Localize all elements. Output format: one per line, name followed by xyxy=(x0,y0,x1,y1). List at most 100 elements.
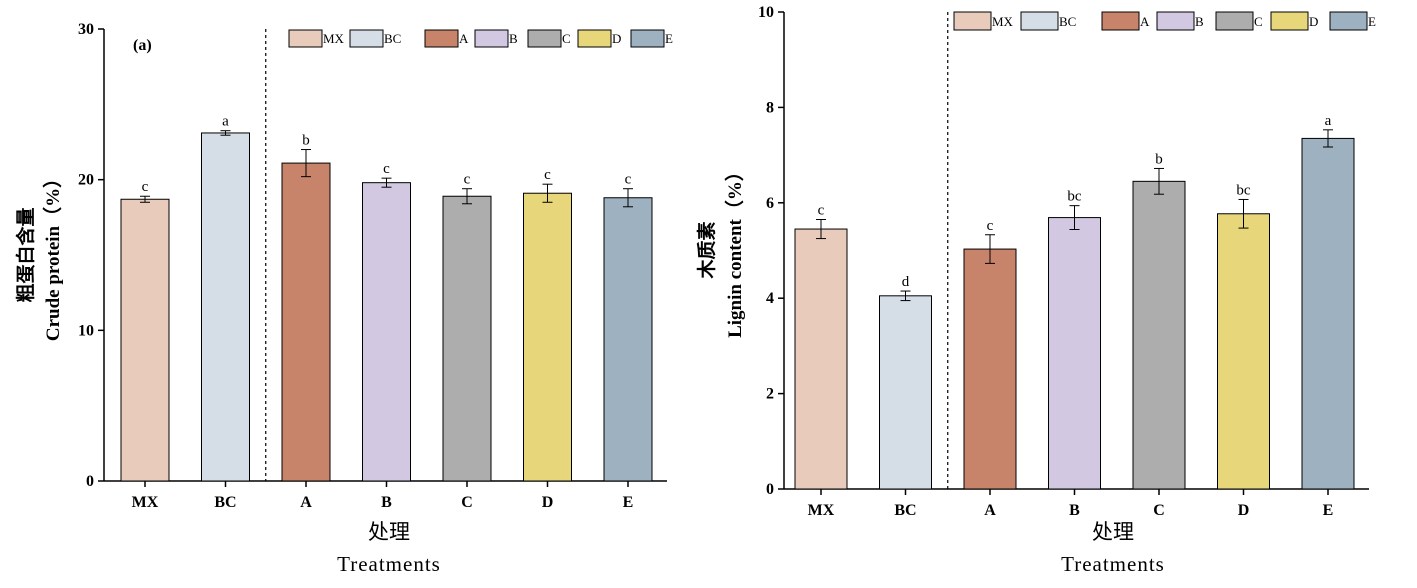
chart-1-bar-group-BC xyxy=(201,130,250,482)
chart-1-x-tick-label-MX: MX xyxy=(132,494,159,511)
chart-1-legend-swatch-D xyxy=(577,29,612,48)
chart-2-significance-label-BC: d xyxy=(902,274,910,290)
chart-2-y-tick-label: 10 xyxy=(758,4,774,21)
chart-1-bar-A xyxy=(281,162,331,482)
chart-1-bar-group-MX xyxy=(120,195,170,482)
chart-2-legend-label-C: C xyxy=(1254,14,1263,29)
chart-1-legend-label-BC: BC xyxy=(384,31,401,46)
chart-1-significance-label-B: c xyxy=(383,161,390,177)
chart-2-bar-MX xyxy=(794,228,848,490)
chart-1-significance-label-BC: a xyxy=(222,114,229,130)
chart-1-bar-D xyxy=(523,192,572,482)
chart-1-legend-swatch-E xyxy=(630,29,665,48)
chart-2-legend-swatch-D xyxy=(1270,11,1309,31)
chart-2-x-tick-label-E: E xyxy=(1323,502,1334,519)
chart-1-bar-E xyxy=(603,197,653,482)
chart-1-panel-label: (a) xyxy=(133,37,152,54)
chart-1-bar-C xyxy=(442,195,492,482)
chart-2-x-tick-label-A: A xyxy=(984,502,996,519)
chart-1-legend-swatch-A xyxy=(424,29,459,48)
chart-1-bar-group-B xyxy=(362,177,411,482)
chart-2-y-axis-label-cn: 木质素 xyxy=(695,221,718,279)
chart-1-bar-group-D xyxy=(523,183,572,482)
chart-2-bar-group-B xyxy=(1048,205,1101,490)
chart-2-y-tick-label: 6 xyxy=(766,195,774,212)
chart-1-y-tick-label: 30 xyxy=(78,21,94,38)
chart-2-significance-label-D: bc xyxy=(1236,182,1251,198)
chart-2-x-tick-label-BC: BC xyxy=(894,502,916,519)
chart-1-x-tick-label-BC: BC xyxy=(214,494,236,511)
chart-1-bar-group-C xyxy=(442,188,492,482)
chart-1-bar-group-A xyxy=(281,149,331,482)
chart-1-legend-label-D: D xyxy=(612,31,621,46)
chart-2-bar-A xyxy=(963,248,1017,490)
chart-1-legend-label-MX: MX xyxy=(323,31,345,46)
chart-1-significance-label-C: c xyxy=(464,172,471,188)
chart-2-legend-swatch-A xyxy=(1101,11,1140,31)
chart-2-legend-label-MX: MX xyxy=(992,14,1014,29)
chart-2-bar-group-A xyxy=(963,234,1017,490)
chart-2-significance-label-A: c xyxy=(987,218,994,234)
chart-2-y-tick-label: 0 xyxy=(766,481,774,498)
chart-1-legend-swatch-MX xyxy=(288,29,323,48)
chart-1-x-axis-label-cn: 处理 xyxy=(368,520,410,544)
chart-2-y-tick-label: 4 xyxy=(766,290,774,307)
chart-2-legend-swatch-B xyxy=(1156,11,1195,31)
chart-2-bar-group-D xyxy=(1217,198,1270,490)
chart-2-legend-swatch-C xyxy=(1215,11,1254,31)
chart-1-legend-label-A: A xyxy=(459,31,469,46)
chart-2-bar-group-C xyxy=(1132,167,1186,490)
chart-1-legend-swatch-C xyxy=(527,29,562,48)
chart-1-bar-B xyxy=(362,182,411,482)
chart-1-legend-swatch-B xyxy=(474,29,509,48)
chart-2-bar-D xyxy=(1217,213,1270,490)
chart-1-legend-label-B: B xyxy=(509,31,518,46)
chart-2-y-axis-label-en: Lignin content（%） xyxy=(723,162,746,338)
chart-1-y-axis-label-cn: 粗蛋白含量 xyxy=(14,207,37,302)
chart-2-bar-group-E xyxy=(1301,129,1355,490)
chart-2-legend-label-E: E xyxy=(1368,14,1376,29)
chart-2-legend-label-A: A xyxy=(1140,14,1150,29)
chart-1-bar-BC xyxy=(201,132,250,482)
chart-1-bar-group-E xyxy=(603,188,653,482)
chart-1-y-tick-label: 0 xyxy=(86,473,94,490)
chart-2-bar-group-BC xyxy=(879,290,932,490)
chart-2-x-tick-label-C: C xyxy=(1153,502,1165,519)
chart-2-x-axis-label-en: Treatments xyxy=(1061,552,1165,576)
chart-1-legend-label-E: E xyxy=(665,31,673,46)
chart-2-bar-group-MX xyxy=(794,218,848,490)
chart-2-x-tick-label-B: B xyxy=(1069,502,1080,519)
chart-1-x-tick-label-C: C xyxy=(461,494,473,511)
chart-2-legend-swatch-MX xyxy=(953,11,992,31)
chart-2-x-tick-label-D: D xyxy=(1238,502,1250,519)
chart-2-y-tick-label: 2 xyxy=(766,386,774,403)
chart-2-significance-label-B: bc xyxy=(1067,189,1082,205)
chart-2-bar-B xyxy=(1048,217,1101,490)
chart-1-y-tick-label: 10 xyxy=(78,322,94,339)
chart-2-y-tick-label: 8 xyxy=(766,99,774,116)
chart-1-significance-label-E: c xyxy=(625,172,632,188)
chart-1-x-axis-label-en: Treatments xyxy=(337,552,441,576)
chart-1-bar-MX xyxy=(120,198,170,482)
chart-2-x-tick-label-MX: MX xyxy=(808,502,835,519)
chart-1-y-axis-label-en: Crude protein（%） xyxy=(41,169,64,341)
chart-1-legend-swatch-BC xyxy=(349,29,384,48)
chart-2-legend-label-D: D xyxy=(1309,14,1318,29)
chart-1-significance-label-A: b xyxy=(302,133,310,149)
chart-1-x-tick-label-D: D xyxy=(542,494,554,511)
chart-2-significance-label-MX: c xyxy=(818,202,825,218)
chart-1-y-tick-label: 20 xyxy=(78,172,94,189)
chart-2-legend-label-BC: BC xyxy=(1059,14,1076,29)
chart-1-x-tick-label-B: B xyxy=(381,494,392,511)
chart-1-legend-label-C: C xyxy=(562,31,571,46)
chart-2-legend-swatch-BC xyxy=(1020,11,1059,31)
chart-2-significance-label-C: b xyxy=(1155,151,1163,167)
chart-2-x-axis-label-cn: 处理 xyxy=(1092,520,1134,544)
chart-2-bar-BC xyxy=(879,295,932,490)
chart-2-legend-swatch-E xyxy=(1329,11,1368,31)
chart-1-significance-label-MX: c xyxy=(142,179,149,195)
chart-2-legend-label-B: B xyxy=(1195,14,1204,29)
chart-2-significance-label-E: a xyxy=(1325,113,1332,129)
chart-2-bar-E xyxy=(1301,137,1355,490)
